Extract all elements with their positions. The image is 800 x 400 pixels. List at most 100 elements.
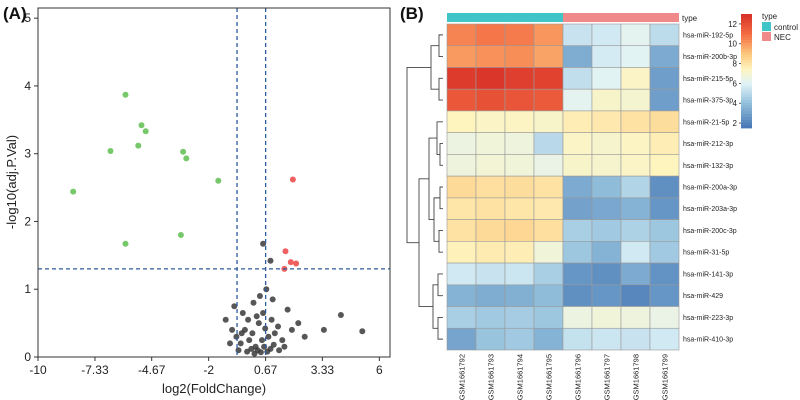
point-ns [260,310,267,316]
heatmap-cell [475,175,506,199]
row-label: hsa-miR-200c-3p [683,228,737,235]
heatmap-cell [504,306,535,329]
color-scale-segment [741,68,752,72]
point-ns [267,257,274,264]
point-ns [269,296,276,303]
color-scale-segment [741,39,752,43]
heatmap-cell [591,219,622,242]
heatmap-cell [533,132,564,155]
heatmap-cell [475,88,506,112]
heatmap-cell [475,327,506,351]
point-ns [262,325,269,332]
heatmap-cell [591,241,622,264]
type-legend-label: NEC [774,33,791,42]
heatmap-cell [533,306,564,329]
row-label: hsa-miR-429 [683,293,723,300]
heatmap-cell [533,45,564,68]
color-scale-segment [741,48,752,52]
heatmap-cell [533,219,564,242]
heatmap-cell [475,262,506,286]
point-ns [284,306,291,313]
point-ns [249,330,256,337]
heatmap-cell [533,110,564,133]
row-label: hsa-miR-21-5p [683,119,729,126]
point-down [183,155,190,162]
color-scale-segment [741,45,752,49]
color-scale-segment [741,16,752,21]
heatmap-cell [591,67,622,90]
heatmap-cell [620,110,651,133]
heatmap-cell [504,241,535,264]
point-ns [337,312,344,318]
row-label: hsa-miR-200a-3p [683,185,737,192]
heatmap-cell [504,175,535,199]
point-ns [359,328,366,335]
point-down [215,177,222,184]
point-down [122,91,129,98]
color-scale-segment [741,99,752,103]
color-scale-segment [741,53,752,58]
point-ns [245,316,252,323]
point-down [135,142,142,149]
column-label: GSM1661794 [516,354,525,400]
heatmap-cell [533,154,564,177]
heatmap-cell [591,132,622,155]
heatmap-cell [446,132,477,155]
x-axis-title: log2(FoldChange) [162,381,266,396]
volcano-plot: (A) -10 -7.33 -4.67 -2 0.67 3.33 6 0 1 2 3 4 5 log2… [3,4,391,396]
heatmap-cell [475,67,506,90]
row-label: hsa-miR-141-3p [683,271,733,278]
heatmap-cell [649,241,680,264]
heatmap-cell [475,306,506,329]
heatmap-cell [446,284,477,307]
color-scale-segment [741,85,752,89]
point-ns [233,333,240,340]
color-scale-segment [741,51,752,55]
heatmap-cell [620,306,651,329]
type-legend-swatch [762,22,771,31]
heatmap-cell [562,241,593,264]
heatmap-cell [504,88,535,112]
heatmap-cells [446,23,680,351]
scale-tick-label: 6 [733,79,738,88]
panel-b-label: (B) [400,4,424,23]
volcano-points [70,91,366,357]
heatmap-cell [562,284,593,307]
y-tick-label: 3 [24,147,31,161]
heatmap-panel: (B) type hsa-miR-192-5phsa-miR-200b-3phs… [400,4,798,400]
row-label: hsa-miR-203a-3p [683,206,737,213]
heatmap-cell [562,67,593,90]
heatmap-cell [504,67,535,90]
heatmap-cell [562,88,593,112]
point-ns [231,303,238,310]
dendrogram-branch [438,34,443,58]
color-scale-segment [741,28,752,32]
y-axis-ticks: 0 1 2 3 4 5 [24,11,38,364]
heatmap-cell [591,306,622,329]
heatmap-cell [562,132,593,155]
heatmap-cell [562,219,593,242]
heatmap-cell [591,262,622,286]
heatmap-cell [620,45,651,68]
color-scale-segment [741,19,752,23]
y-tick-label: 2 [24,214,31,228]
y-axis-title: -log10(adj.P.Val) [4,135,19,229]
annotation-cell-control [447,13,476,22]
color-scale-segment [741,116,752,120]
color-scale-segment [741,71,752,75]
color-scale-segment [741,82,752,86]
column-label: GSM1661795 [545,354,554,400]
heatmap-cell [649,132,680,155]
scale-tick-label: 10 [728,40,737,49]
color-scale-segment [741,56,752,60]
heatmap-cell [504,284,535,307]
heatmap-cell [475,23,506,47]
x-tick-label: 6 [376,363,383,377]
dendrogram-branch [438,77,443,101]
point-down [180,148,187,155]
x-axis-ticks: -10 -7.33 -4.67 -2 0.67 3.33 6 [29,357,383,377]
heatmap-cell [446,241,477,264]
point-ns [268,316,275,323]
heatmap-cell [533,175,564,199]
